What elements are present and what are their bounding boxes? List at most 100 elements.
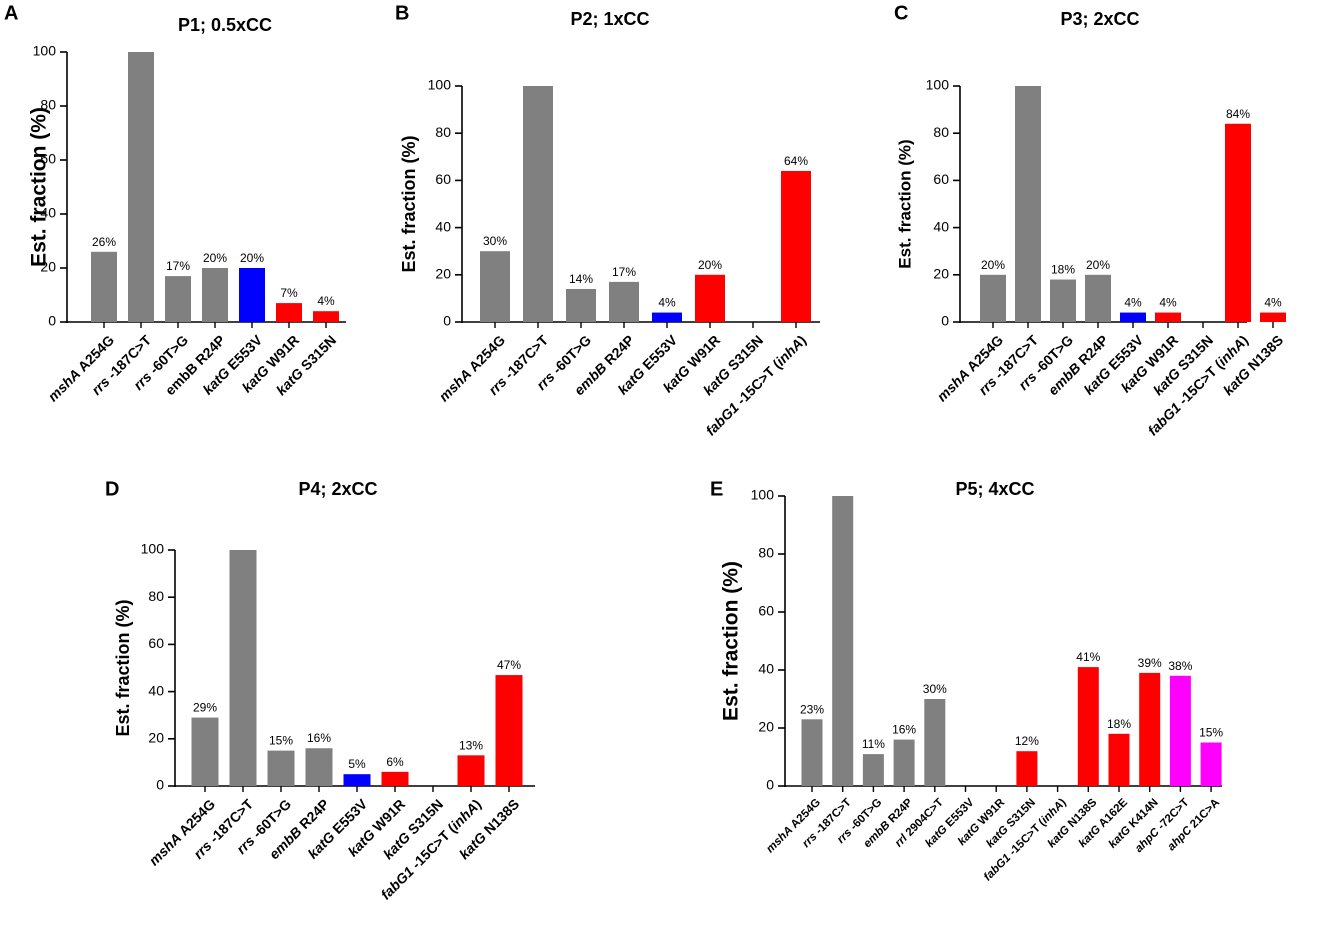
- y-tick-label: 0: [443, 313, 451, 329]
- data-label: 4%: [1159, 296, 1177, 310]
- panel-d: D P4; 2xCC Est. fraction (%) 0 20 40 60 80 100 29…: [105, 478, 535, 903]
- category-label: ahpC -72C>T: [1133, 797, 1191, 855]
- data-label: 29%: [193, 701, 217, 715]
- chart-title: P2; 1xCC: [570, 9, 649, 29]
- data-label: 26%: [92, 235, 116, 249]
- panel-letter: C: [894, 2, 908, 24]
- bar: [239, 268, 265, 322]
- bar: [1016, 751, 1038, 786]
- data-label: 17%: [166, 259, 190, 273]
- data-label: 6%: [386, 755, 404, 769]
- bar: [924, 699, 946, 786]
- y-axis-label: Est. fraction (%): [28, 107, 51, 267]
- bar: [381, 771, 409, 786]
- data-label: 7%: [280, 286, 298, 300]
- data-label: 64%: [784, 154, 808, 168]
- data-label: 13%: [459, 738, 483, 752]
- y-tick-label: 60: [148, 635, 164, 651]
- data-label: 20%: [698, 258, 722, 272]
- data-label: 84%: [1226, 107, 1250, 121]
- bar: [128, 52, 154, 322]
- bar: [893, 739, 915, 786]
- chart-title: P3; 2xCC: [1060, 9, 1139, 29]
- y-tick-label: 20: [40, 259, 56, 275]
- bar: [1015, 86, 1041, 322]
- data-label: 39%: [1138, 656, 1162, 670]
- y-tick-label: 40: [148, 682, 164, 698]
- data-label: 12%: [1015, 734, 1039, 748]
- bar: [91, 251, 117, 322]
- panel-b: B P2; 1xCC Est. fraction (%) 0 20 40 60 80 100 30…: [395, 2, 820, 439]
- chart-title: P4; 2xCC: [298, 479, 377, 499]
- bar: [1225, 123, 1251, 322]
- bar: [980, 274, 1006, 322]
- bar: [1085, 274, 1111, 322]
- data-label: 30%: [483, 234, 507, 248]
- y-tick-label: 20: [758, 719, 774, 735]
- bar: [566, 288, 596, 322]
- y-tick-label: 60: [758, 603, 774, 619]
- y-tick-label: 100: [141, 541, 165, 557]
- bar: [191, 717, 219, 786]
- y-tick-label: 20: [435, 266, 451, 282]
- data-label: 20%: [240, 251, 264, 265]
- bar: [202, 268, 228, 322]
- y-tick-label: 80: [758, 545, 774, 561]
- panel-letter: B: [395, 2, 409, 24]
- bar: [1050, 279, 1076, 322]
- data-label: 16%: [892, 723, 916, 737]
- data-label: 4%: [1124, 296, 1142, 310]
- panel-letter: E: [710, 478, 723, 500]
- data-label: 23%: [800, 702, 824, 716]
- panel-letter: A: [4, 2, 18, 24]
- bar: [343, 774, 371, 786]
- data-label: 15%: [1199, 726, 1223, 740]
- data-label: 18%: [1107, 717, 1131, 731]
- bar: [609, 281, 639, 322]
- bar: [276, 303, 302, 322]
- y-tick-label: 100: [428, 77, 452, 93]
- data-label: 20%: [1086, 258, 1110, 272]
- bar: [801, 719, 823, 786]
- y-axis-label: Est. fraction (%): [895, 139, 914, 268]
- bar: [305, 748, 333, 786]
- data-label: 4%: [317, 294, 335, 308]
- y-tick-label: 0: [766, 777, 774, 793]
- bar: [695, 274, 725, 322]
- data-label: 20%: [981, 258, 1005, 272]
- bar: [313, 311, 339, 322]
- y-tick-label: 40: [758, 661, 774, 677]
- chart-title: P5; 4xCC: [955, 479, 1034, 499]
- bar: [832, 496, 854, 786]
- y-tick-label: 40: [933, 218, 949, 234]
- y-tick-label: 60: [435, 171, 451, 187]
- bar: [1200, 742, 1222, 786]
- data-label: 11%: [862, 737, 885, 751]
- y-tick-label: 0: [48, 313, 56, 329]
- y-tick-label: 0: [156, 777, 164, 793]
- panel-a: A P1; 0.5xCC Est. fraction (%) 0 20 40 60 80 100…: [4, 2, 346, 405]
- data-label: 4%: [658, 296, 676, 310]
- y-tick-label: 80: [40, 97, 56, 113]
- bar: [495, 675, 523, 786]
- bar: [480, 251, 510, 322]
- y-tick-label: 60: [933, 171, 949, 187]
- data-label: 5%: [348, 757, 366, 771]
- y-tick-label: 60: [40, 151, 56, 167]
- y-tick-label: 100: [33, 43, 57, 59]
- bar: [1155, 312, 1181, 322]
- data-label: 41%: [1076, 650, 1100, 664]
- data-label: 17%: [612, 265, 636, 279]
- panel-letter: D: [105, 478, 119, 500]
- y-tick-label: 40: [40, 205, 56, 221]
- bar: [652, 312, 682, 322]
- y-tick-label: 80: [435, 124, 451, 140]
- y-axis-label: Est. fraction (%): [113, 599, 133, 736]
- y-tick-label: 0: [941, 313, 949, 329]
- y-tick-label: 20: [148, 730, 164, 746]
- bar: [165, 276, 191, 322]
- y-tick-label: 20: [933, 266, 949, 282]
- data-label: 16%: [307, 731, 331, 745]
- bar: [1108, 733, 1130, 786]
